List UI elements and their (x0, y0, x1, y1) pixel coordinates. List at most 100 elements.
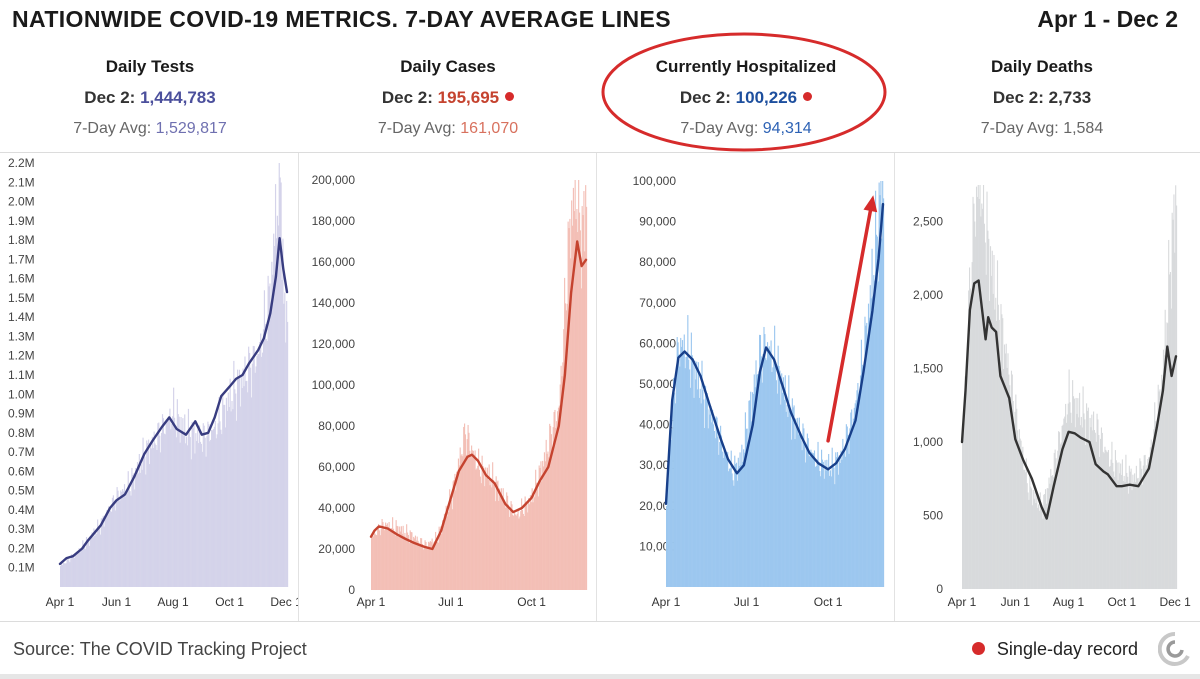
daily-bar (426, 546, 428, 590)
daily-bar (396, 525, 398, 590)
daily-bar (442, 523, 445, 590)
daily-bar (522, 513, 524, 590)
daily-bar (468, 432, 470, 590)
daily-bar (164, 434, 166, 587)
x-tick-label: Jul 1 (438, 595, 464, 609)
daily-bar (491, 487, 493, 590)
daily-bar (696, 361, 698, 587)
panel-title: Daily Tests (105, 57, 195, 76)
daily-bar (1158, 391, 1160, 589)
daily-bar (73, 557, 76, 587)
daily-bar (975, 186, 978, 589)
daily-bar (687, 315, 689, 587)
daily-bar (376, 535, 378, 590)
daily-bar (1044, 494, 1046, 589)
daily-bar (1079, 392, 1081, 589)
daily-bar (421, 538, 423, 590)
daily-bar (393, 531, 395, 590)
daily-bar (1039, 492, 1041, 589)
daily-bar (214, 420, 216, 587)
daily-bar (518, 518, 520, 590)
daily-bar (188, 432, 190, 587)
daily-bar (435, 531, 437, 590)
daily-bar (384, 530, 386, 590)
legend: Single-day record (971, 639, 1138, 660)
daily-bar (1022, 446, 1024, 589)
x-tick-label: Aug 1 (1053, 595, 1085, 609)
daily-bar (576, 209, 578, 590)
daily-bar (985, 274, 987, 589)
daily-bar (731, 473, 733, 587)
panel-header-tests: Daily Tests Dec 2: 1,444,783 7-Day Avg: … (0, 56, 300, 140)
daily-bar (1044, 489, 1047, 589)
daily-bar (428, 542, 431, 590)
daily-bar (108, 506, 110, 587)
daily-bar (1083, 413, 1085, 589)
today-value: 195,695 (437, 88, 500, 107)
y-tick-label: 100,000 (633, 174, 677, 188)
daily-bar (474, 450, 476, 590)
daily-bar (1074, 427, 1076, 589)
daily-bar (1051, 475, 1053, 589)
daily-bar (976, 196, 978, 589)
daily-bar (79, 552, 81, 587)
daily-bar (443, 513, 445, 590)
daily-bar (257, 354, 259, 587)
daily-bar (692, 358, 694, 587)
daily-bar (1146, 465, 1148, 589)
y-tick-label: 500 (923, 509, 943, 523)
daily-bar (209, 441, 211, 587)
daily-bar (1057, 450, 1059, 589)
daily-bar (486, 467, 488, 590)
daily-bar (206, 436, 208, 587)
daily-bar (155, 445, 157, 587)
daily-bar (681, 346, 683, 587)
daily-bar (1124, 482, 1126, 589)
daily-bar (1046, 488, 1048, 589)
daily-bar (1069, 402, 1071, 589)
daily-bar (253, 346, 255, 587)
daily-bar (133, 473, 135, 587)
daily-bar (578, 180, 580, 590)
daily-bar (513, 515, 515, 590)
daily-bar (1012, 401, 1014, 589)
daily-bar (1129, 471, 1131, 589)
daily-bar (131, 467, 133, 587)
daily-bar (543, 466, 545, 590)
daily-bar (450, 499, 452, 590)
daily-bar (227, 392, 229, 587)
daily-bar (1145, 469, 1147, 589)
daily-bar (179, 442, 181, 587)
daily-bar (1019, 438, 1021, 589)
daily-bar (963, 409, 965, 589)
daily-bar (116, 487, 118, 587)
daily-bar (759, 335, 762, 587)
daily-bar (121, 492, 123, 587)
daily-bar (571, 200, 573, 590)
daily-bar (83, 546, 85, 587)
daily-bar (1171, 212, 1173, 590)
daily-bar (805, 462, 807, 587)
daily-bar (564, 277, 566, 590)
daily-bar (865, 325, 867, 587)
daily-bar (506, 492, 508, 590)
daily-bar (579, 230, 581, 590)
daily-bar (158, 422, 160, 587)
daily-bar (859, 375, 862, 587)
daily-bar (1141, 468, 1143, 589)
daily-bar (75, 553, 77, 587)
daily-bar (134, 489, 136, 587)
daily-bar (236, 420, 238, 587)
daily-bar (722, 457, 724, 587)
daily-bar (244, 356, 246, 587)
daily-bar (171, 423, 173, 587)
daily-bar (478, 469, 481, 590)
daily-bar (705, 391, 707, 587)
daily-bar (463, 426, 465, 590)
daily-bar (431, 538, 433, 590)
daily-bar (847, 434, 849, 587)
daily-bar (575, 219, 577, 590)
daily-bar (1155, 428, 1158, 589)
daily-bar (1080, 416, 1082, 589)
daily-bar (237, 377, 240, 587)
